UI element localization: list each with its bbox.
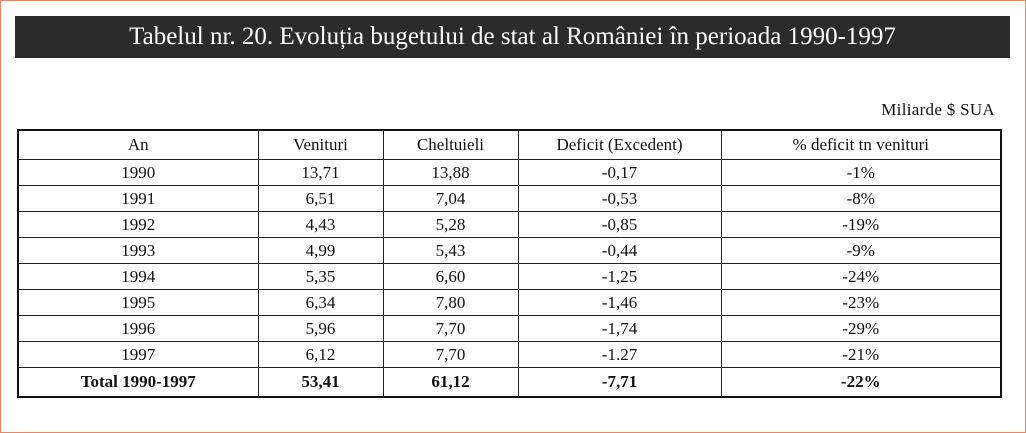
- cell-percent: -9%: [720, 237, 1002, 264]
- cell-percent: -1%: [720, 159, 1002, 186]
- cell-total-venituri: 53,41: [257, 367, 384, 398]
- cell-cheltuieli: 13,88: [382, 159, 519, 186]
- cell-venituri: 5,35: [257, 263, 384, 290]
- cell-venituri: 13,71: [257, 159, 384, 186]
- cell-cheltuieli: 7,04: [382, 185, 519, 212]
- cell-deficit: -0,44: [517, 237, 722, 264]
- header-venituri: Venituri: [257, 129, 384, 160]
- cell-deficit: -0,17: [517, 159, 722, 186]
- cell-total-label: Total 1990-1997: [17, 367, 259, 398]
- cell-total-deficit: -7,71: [517, 367, 722, 398]
- cell-cheltuieli: 7,70: [382, 315, 519, 342]
- cell-year: 1991: [17, 185, 259, 212]
- cell-year: 1990: [17, 159, 259, 186]
- cell-year: 1994: [17, 263, 259, 290]
- cell-cheltuieli: 7,80: [382, 289, 519, 316]
- table-row: 1997 6,12 7,70 -1.27 -21%: [17, 341, 1002, 368]
- cell-cheltuieli: 5,28: [382, 211, 519, 238]
- table-row: 1996 5,96 7,70 -1,74 -29%: [17, 315, 1002, 342]
- header-an: An: [17, 129, 259, 160]
- cell-cheltuieli: 6,60: [382, 263, 519, 290]
- cell-year: 1992: [17, 211, 259, 238]
- cell-venituri: 4,43: [257, 211, 384, 238]
- header-deficit: Deficit (Excedent): [517, 129, 722, 160]
- cell-percent: -8%: [720, 185, 1002, 212]
- cell-percent: -29%: [720, 315, 1002, 342]
- cell-deficit: -1.27: [517, 341, 722, 368]
- cell-cheltuieli: 5,43: [382, 237, 519, 264]
- cell-venituri: 6,34: [257, 289, 384, 316]
- cell-venituri: 4,99: [257, 237, 384, 264]
- cell-venituri: 5,96: [257, 315, 384, 342]
- cell-cheltuieli: 7,70: [382, 341, 519, 368]
- header-cheltuieli: Cheltuieli: [382, 129, 519, 160]
- cell-year: 1995: [17, 289, 259, 316]
- cell-deficit: -0,85: [517, 211, 722, 238]
- cell-percent: -24%: [720, 263, 1002, 290]
- cell-percent: -21%: [720, 341, 1002, 368]
- cell-deficit: -0,53: [517, 185, 722, 212]
- cell-deficit: -1,25: [517, 263, 722, 290]
- table-row: 1991 6,51 7,04 -0,53 -8%: [17, 185, 1002, 212]
- cell-year: 1997: [17, 341, 259, 368]
- cell-venituri: 6,51: [257, 185, 384, 212]
- total-row: Total 1990-1997 53,41 61,12 -7,71 -22%: [17, 367, 1002, 398]
- cell-deficit: -1,74: [517, 315, 722, 342]
- table-row: 1995 6,34 7,80 -1,46 -23%: [17, 289, 1002, 316]
- header-percent-deficit: % deficit tn venituri: [720, 129, 1002, 160]
- cell-deficit: -1,46: [517, 289, 722, 316]
- table-title: Tabelul nr. 20. Evoluția bugetului de st…: [15, 16, 1010, 58]
- cell-percent: -23%: [720, 289, 1002, 316]
- cell-year: 1996: [17, 315, 259, 342]
- budget-table: An Venituri Cheltuieli Deficit (Excedent…: [17, 129, 1002, 398]
- cell-total-percent: -22%: [720, 367, 1002, 398]
- table-row: 1994 5,35 6,60 -1,25 -24%: [17, 263, 1002, 290]
- cell-venituri: 6,12: [257, 341, 384, 368]
- table-row: 1990 13,71 13,88 -0,17 -1%: [17, 159, 1002, 186]
- header-row: An Venituri Cheltuieli Deficit (Excedent…: [17, 129, 1002, 160]
- table-row: 1993 4,99 5,43 -0,44 -9%: [17, 237, 1002, 264]
- cell-total-cheltuieli: 61,12: [382, 367, 519, 398]
- cell-year: 1993: [17, 237, 259, 264]
- unit-label: Miliarde $ SUA: [881, 100, 995, 119]
- table-row: 1992 4,43 5,28 -0,85 -19%: [17, 211, 1002, 238]
- cell-percent: -19%: [720, 211, 1002, 238]
